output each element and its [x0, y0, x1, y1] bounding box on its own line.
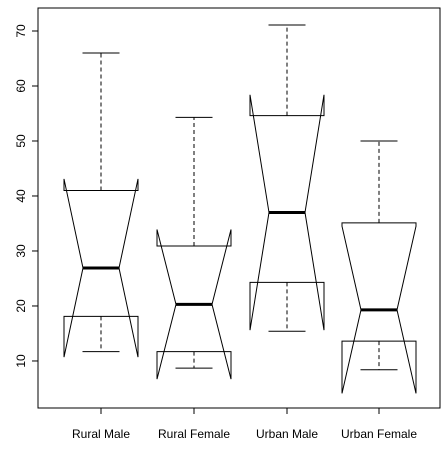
- y-tick-label: 30: [14, 244, 28, 258]
- x-tick-label: Rural Male: [72, 427, 130, 441]
- x-tick-label: Urban Female: [341, 427, 417, 441]
- y-tick-label: 10: [14, 354, 28, 368]
- y-tick-label: 70: [14, 24, 28, 38]
- y-tick-label: 60: [14, 79, 28, 93]
- y-tick-label: 50: [14, 134, 28, 148]
- y-tick-label: 40: [14, 189, 28, 203]
- x-tick-label: Urban Male: [256, 427, 318, 441]
- x-tick-label: Rural Female: [158, 427, 230, 441]
- y-tick-label: 20: [14, 299, 28, 313]
- notched-box: [341, 222, 417, 394]
- plot-frame: [37, 7, 441, 409]
